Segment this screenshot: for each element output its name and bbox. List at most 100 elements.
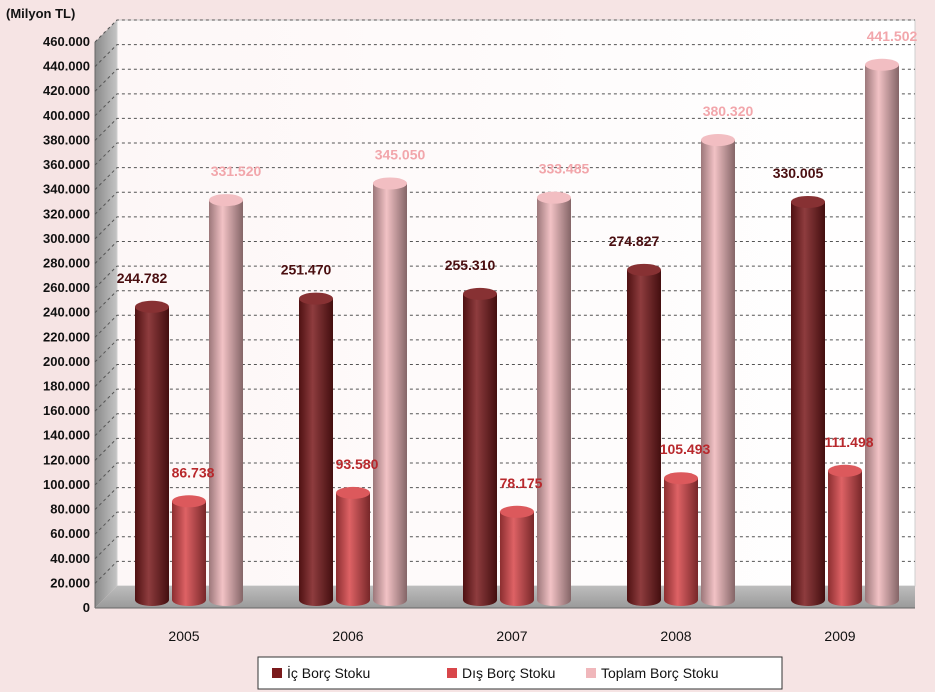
data-label: 345.050 (375, 146, 426, 162)
data-label: 105.493 (660, 441, 711, 457)
y-tick-label: 200.000 (43, 354, 90, 369)
bar-top (865, 58, 899, 71)
bar (537, 197, 571, 606)
gridline (94, 265, 915, 289)
gridline (94, 216, 915, 240)
legend-swatch (586, 668, 596, 678)
y-tick-label: 300.000 (43, 231, 90, 246)
y-tick-label: 0 (83, 600, 90, 615)
gridline (94, 191, 915, 215)
y-tick-label: 380.000 (43, 132, 90, 147)
x-tick-label: 2007 (496, 628, 527, 644)
bar-top (463, 287, 497, 300)
bar-top (135, 300, 169, 313)
y-tick-label: 60.000 (50, 526, 90, 541)
plot-frame (94, 19, 916, 609)
bar-top (336, 486, 370, 499)
back-wall (116, 19, 916, 587)
bar-top (299, 292, 333, 305)
gridline (94, 142, 915, 166)
x-tick-label: 2006 (332, 628, 363, 644)
data-label: 331.520 (211, 163, 262, 179)
data-label: 86.738 (172, 464, 215, 480)
y-tick-label: 160.000 (43, 403, 90, 418)
gridlines (94, 19, 915, 584)
x-tick-label: 2008 (660, 628, 691, 644)
gridline (94, 339, 915, 363)
x-tick-label: 2005 (168, 628, 199, 644)
y-tick-label: 320.000 (43, 206, 90, 221)
bar-top (701, 134, 735, 147)
data-label: 251.470 (281, 262, 332, 278)
bar-top (209, 194, 243, 207)
gridline (94, 44, 915, 67)
legend-label: Toplam Borç Stoku (601, 665, 719, 681)
gridline (94, 388, 915, 412)
data-label: 330.005 (773, 165, 824, 181)
y-tick-label: 400.000 (43, 108, 90, 123)
legend-swatch (272, 668, 282, 678)
y-tick-label: 260.000 (43, 280, 90, 295)
y-tick-label: 280.000 (43, 255, 90, 270)
y-axis: 0 20.000 40.000 60.000 80.000 100.000 120.000 1… (43, 34, 90, 615)
gridline (94, 413, 915, 437)
x-tick-label: 2009 (824, 628, 855, 644)
bar (299, 298, 333, 606)
bar-top (373, 177, 407, 190)
legend-swatch (447, 668, 457, 678)
bar (791, 201, 825, 606)
bar (500, 511, 534, 606)
gridline (94, 437, 915, 461)
bar-top (537, 191, 571, 204)
y-tick-label: 360.000 (43, 157, 90, 172)
y-tick-label: 460.000 (43, 34, 90, 49)
data-label: 111.498 (824, 434, 873, 450)
data-label: 255.310 (445, 257, 496, 273)
gridline (94, 487, 915, 510)
bar-top (828, 464, 862, 477)
gridline (94, 314, 915, 338)
x-axis: 2005 2006 2007 2008 2009 (168, 628, 855, 644)
bar (701, 140, 735, 606)
y-tick-label: 80.000 (50, 502, 90, 517)
bar-top (627, 263, 661, 276)
gridline (94, 462, 915, 486)
y-tick-label: 100.000 (43, 477, 90, 492)
side-wall (95, 20, 117, 608)
y-tick-label: 440.000 (43, 59, 90, 74)
bar (172, 501, 206, 606)
legend-box (257, 656, 783, 690)
data-label: 244.782 (117, 270, 168, 286)
data-label: 380.320 (703, 103, 754, 119)
unit-label: (Milyon TL) (6, 6, 75, 21)
bar-top (500, 505, 534, 518)
y-tick-label: 140.000 (43, 428, 90, 443)
y-tick-label: 40.000 (50, 551, 90, 566)
gridline (94, 290, 915, 314)
bar-top (791, 195, 825, 208)
bar (865, 64, 899, 607)
gridline (94, 117, 915, 141)
bar (209, 200, 243, 607)
data-label: 441.502 (867, 28, 918, 44)
data-label: 93.580 (336, 456, 379, 472)
y-tick-label: 20.000 (50, 575, 90, 590)
legend-label: İç Borç Stoku (287, 664, 370, 681)
data-label: 78.175 (500, 475, 543, 491)
bar (664, 478, 698, 606)
bars (135, 58, 899, 607)
bar (336, 492, 370, 606)
bar (627, 269, 661, 606)
bar (463, 293, 497, 606)
y-tick-label: 340.000 (43, 182, 90, 197)
gridline (94, 560, 915, 584)
data-label: 274.827 (609, 233, 660, 249)
data-label: 333.485 (539, 161, 590, 177)
bar (828, 470, 862, 606)
bar (135, 306, 169, 606)
y-tick-label: 240.000 (43, 305, 90, 320)
gridline (94, 511, 915, 535)
gridline (94, 167, 915, 191)
y-tick-label: 220.000 (43, 329, 90, 344)
